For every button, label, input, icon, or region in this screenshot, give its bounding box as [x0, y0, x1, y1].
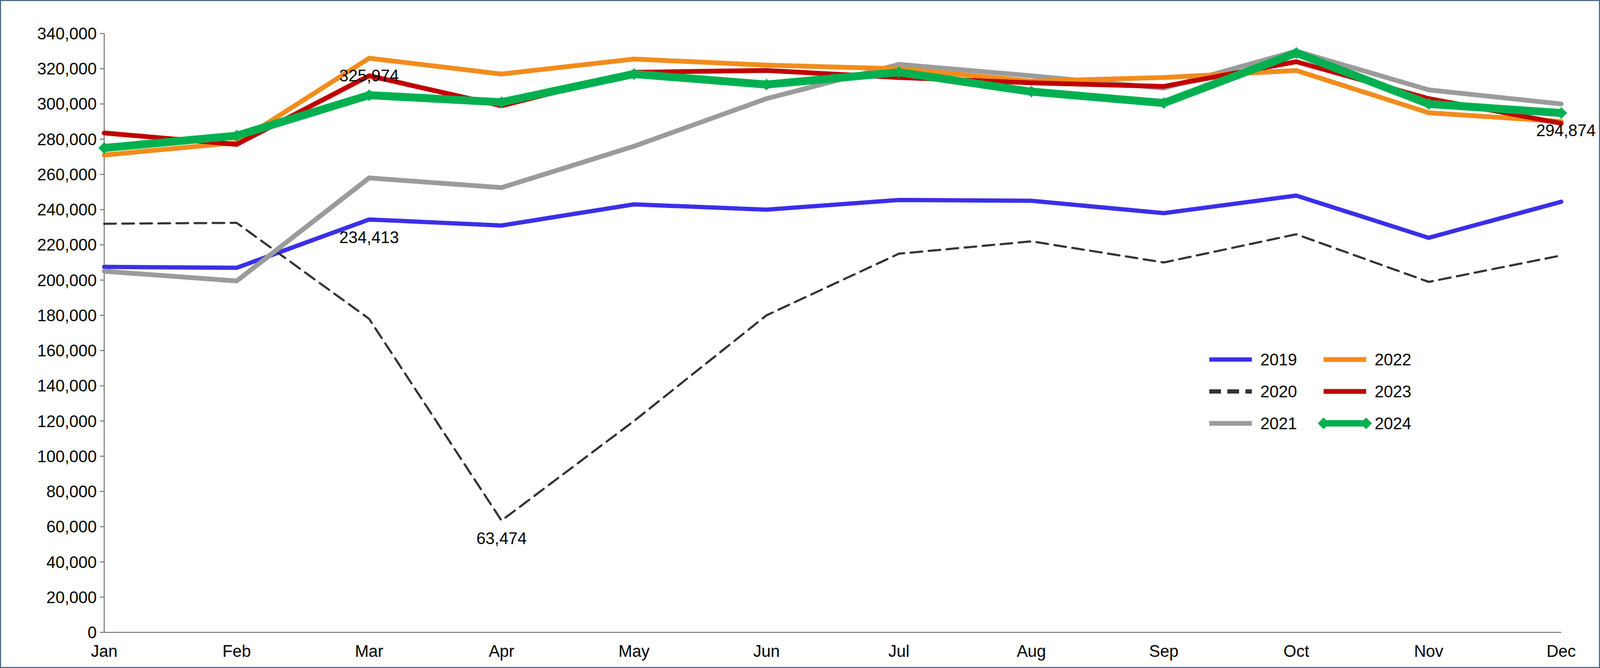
point-marker	[1025, 85, 1038, 98]
x-tick-label: May	[618, 641, 650, 661]
y-tick-label: 340,000	[37, 24, 97, 44]
legend-swatch	[1209, 420, 1252, 426]
legend-swatch	[1323, 389, 1367, 394]
y-tick	[99, 314, 105, 316]
point-marker	[230, 129, 243, 142]
x-tick-label: Feb	[222, 641, 251, 661]
x-tick-label: Sep	[1149, 641, 1179, 661]
y-tick-label: 40,000	[46, 552, 97, 572]
y-tick	[99, 208, 105, 210]
x-tick-label: Jul	[888, 641, 910, 661]
point-marker	[363, 89, 375, 101]
point-marker	[495, 96, 508, 108]
y-tick-label: 260,000	[37, 165, 97, 184]
series-line	[104, 51, 1562, 281]
y-tick-label: 20,000	[46, 587, 97, 607]
y-tick-label: 140,000	[37, 376, 97, 395]
legend-label: 2023	[1374, 382, 1412, 401]
y-axis	[103, 33, 105, 633]
series-line	[104, 222, 1562, 521]
y-tick	[99, 103, 105, 105]
y-tick-label: 0	[87, 622, 97, 642]
plot-area	[98, 46, 1568, 520]
legend-label: 2024	[1374, 414, 1412, 433]
legend-marker	[1317, 417, 1330, 429]
y-tick	[99, 138, 105, 140]
y-tick	[99, 279, 105, 281]
x-axis	[104, 631, 1562, 633]
x-tick-label: Jan	[90, 641, 118, 661]
point-marker	[98, 141, 111, 154]
x-tick-label: Nov	[1413, 641, 1444, 661]
point-marker	[1290, 46, 1303, 59]
data-labels: 234,413 63,474 325,974 294,874	[339, 66, 1596, 547]
y-tick-label: 180,000	[37, 306, 97, 325]
x-tick-label: Apr	[488, 641, 515, 661]
y-tick	[99, 420, 105, 422]
x-tick-label: Aug	[1016, 641, 1047, 661]
y-tick-label: 240,000	[37, 200, 97, 220]
legend-label: 2019	[1260, 350, 1298, 369]
y-tick	[99, 525, 105, 527]
y-tick	[99, 631, 105, 633]
point-marker	[760, 78, 773, 91]
y-tick-label: 320,000	[37, 59, 97, 79]
series-line	[104, 52, 1562, 148]
point-marker	[893, 66, 905, 79]
chart-frame	[0, 0, 1600, 668]
chart: 0 20,000 40,000 60,000 80,000 100,000 120,000 1…	[0, 0, 1600, 668]
legend-label: 2022	[1374, 350, 1412, 369]
y-tick-label: 80,000	[46, 482, 97, 501]
y-tick-label: 120,000	[37, 411, 97, 431]
legend-label: 2020	[1260, 382, 1298, 401]
data-label: 325,974	[339, 66, 399, 86]
y-tick	[99, 32, 105, 35]
point-marker	[1555, 106, 1568, 119]
series-line	[104, 195, 1562, 268]
point-marker	[1157, 97, 1170, 109]
y-tick	[99, 68, 105, 70]
x-tick-label: Jun	[753, 641, 780, 661]
point-marker	[628, 68, 640, 80]
legend-swatch	[1209, 389, 1252, 394]
data-label: 63,474	[476, 528, 527, 548]
data-label: 234,413	[339, 228, 399, 247]
y-tick	[99, 596, 105, 598]
y-tick-label: 200,000	[37, 271, 97, 290]
x-tick-label: Mar	[355, 641, 384, 661]
point-marker	[1422, 97, 1435, 110]
y-tick	[99, 490, 105, 492]
y-tick	[99, 349, 105, 351]
legend-swatch	[1323, 357, 1367, 362]
y-tick	[99, 455, 105, 457]
y-tick	[99, 243, 105, 246]
y-tick-label: 60,000	[46, 517, 97, 536]
y-tick	[99, 561, 105, 563]
y-tick-label: 100,000	[37, 447, 97, 466]
y-tick-label: 280,000	[37, 130, 97, 149]
legend-label: 2021	[1260, 414, 1298, 433]
y-tick	[99, 173, 105, 175]
y-tick-label: 160,000	[37, 341, 97, 360]
x-tick-label: Oct	[1283, 641, 1310, 661]
data-label: 294,874	[1536, 121, 1596, 140]
y-tick	[99, 384, 105, 386]
legend-swatch	[1209, 357, 1252, 362]
legend: 2019 2020 2021 2022 2023 2024	[1209, 350, 1412, 433]
legend-swatch	[1323, 419, 1367, 427]
y-tick-label: 220,000	[37, 235, 97, 255]
x-tick-label: Dec	[1546, 641, 1576, 661]
legend-marker	[1360, 417, 1372, 429]
y-tick-label: 300,000	[37, 94, 97, 114]
